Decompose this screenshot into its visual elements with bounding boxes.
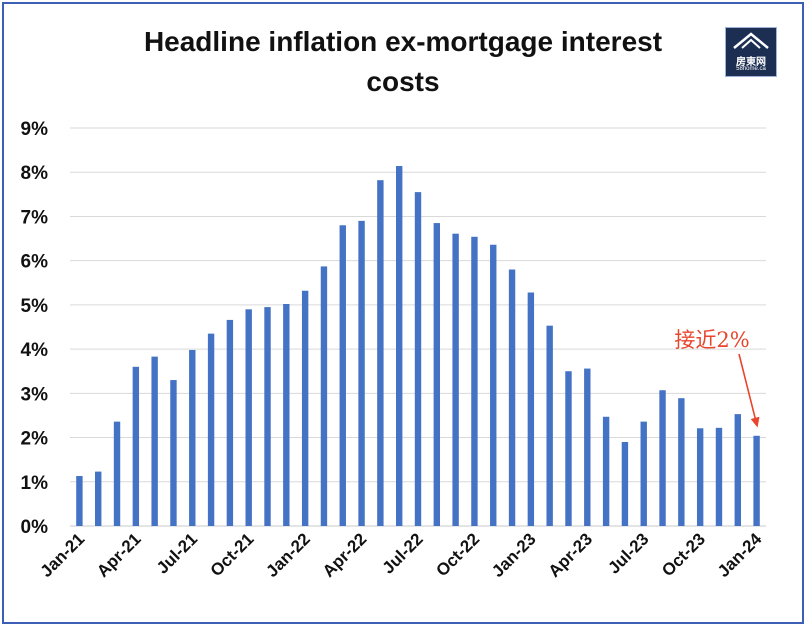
chart-title: Headline inflation ex-mortgage interest … [0, 22, 806, 102]
bar [358, 220, 365, 526]
house-logo: 房東网 58home.ca [725, 27, 777, 77]
y-tick-label: 3% [21, 384, 49, 405]
x-axis-ticks: Jan-21 Apr-21 Jul-21 Oct-21 Jan-22 Apr-22 Jul-… [37, 529, 766, 581]
bar [433, 223, 441, 527]
bars [76, 166, 760, 527]
bar [113, 421, 121, 526]
bar [565, 371, 572, 526]
y-tick-label: 8% [21, 163, 49, 184]
bar [546, 325, 553, 526]
bar [659, 390, 666, 526]
bar [170, 380, 177, 526]
x-tick-label: Apr-22 [319, 529, 371, 581]
y-tick-label: 6% [21, 252, 49, 273]
y-tick-label: 1% [21, 473, 49, 494]
x-tick-label: Apr-21 [93, 529, 145, 581]
bar [395, 166, 403, 526]
y-tick-label: 5% [21, 296, 49, 317]
annotation-arrow [738, 353, 757, 420]
x-tick-label: Jul-22 [379, 529, 427, 577]
bar [264, 307, 271, 526]
bar [283, 304, 290, 526]
logo-subtext: 58home.ca [736, 66, 766, 72]
bar [621, 441, 629, 526]
y-axis-ticks: 0% 1% 2% 3% 4% 5% 6% 7% 8% 9% [21, 119, 49, 538]
y-tick-label: 7% [21, 207, 49, 228]
annotation: 接近2% [674, 328, 760, 428]
bar [471, 236, 478, 526]
bar [132, 366, 140, 526]
bar [452, 233, 459, 527]
x-tick-label: Jul-21 [153, 529, 201, 577]
y-tick-label: 0% [21, 517, 49, 538]
bar [76, 476, 83, 526]
x-tick-label: Jan-22 [262, 529, 314, 581]
bar [207, 333, 215, 526]
bar [95, 471, 102, 526]
bar [226, 319, 234, 526]
bar [490, 244, 497, 526]
x-tick-label: Jul-23 [604, 529, 652, 577]
y-tick-label: 2% [21, 429, 49, 450]
x-tick-label: Oct-21 [207, 529, 258, 580]
bar [640, 421, 647, 526]
chart-title-line-1: Headline inflation ex-mortgage interest [143, 26, 663, 57]
house-roof-icon [733, 32, 769, 49]
logo-text: 房東网 [736, 57, 766, 68]
bar [678, 398, 685, 526]
bar [320, 266, 328, 526]
bar [527, 292, 535, 526]
annotation-arrowhead [750, 416, 760, 428]
bar [301, 290, 309, 526]
bar [734, 414, 741, 526]
y-tick-label: 4% [21, 340, 49, 361]
x-tick-label: Oct-22 [432, 529, 483, 580]
bar [715, 427, 723, 526]
bar [696, 428, 704, 526]
bar [377, 180, 384, 526]
bar [753, 435, 760, 526]
bar [414, 192, 422, 526]
y-tick-label: 9% [21, 119, 49, 140]
bar [151, 356, 158, 526]
x-tick-label: Jan-24 [714, 529, 766, 581]
x-tick-label: Apr-23 [545, 529, 597, 581]
bar [245, 309, 252, 526]
annotation-label: 接近2% [674, 328, 749, 352]
x-tick-label: Oct-23 [658, 529, 709, 580]
chart-title-line-2: costs [366, 66, 440, 97]
bar [508, 269, 516, 526]
x-tick-label: Jan-23 [488, 529, 540, 581]
bar [339, 225, 346, 527]
bar [189, 349, 196, 526]
bar [584, 368, 591, 526]
bar [602, 416, 610, 526]
